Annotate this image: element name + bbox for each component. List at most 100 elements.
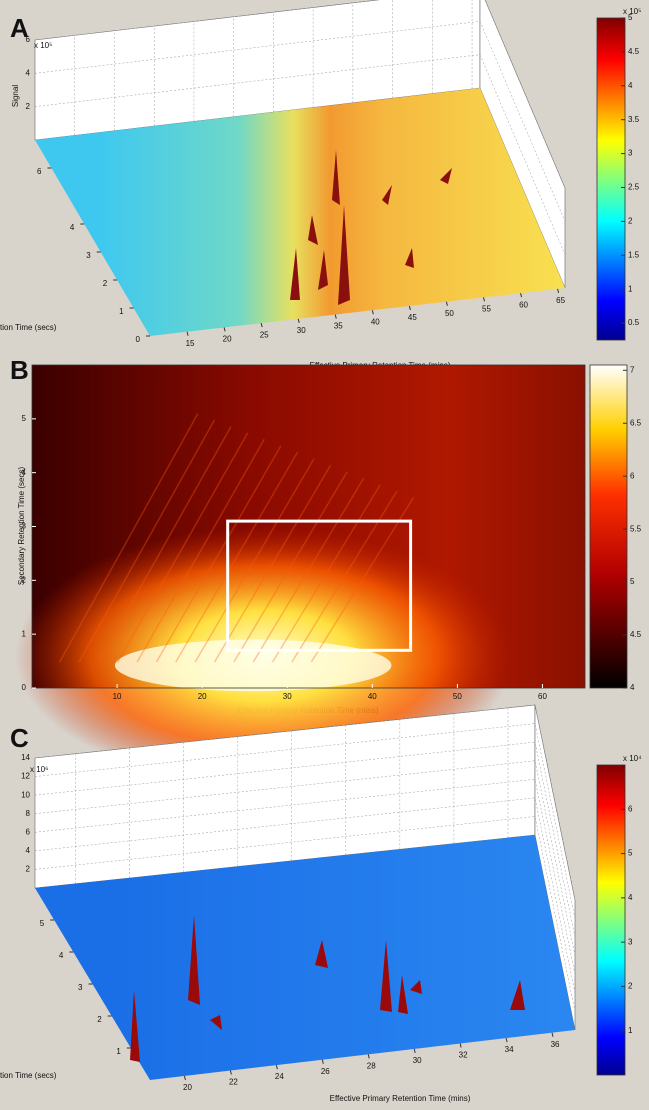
z-tick-label: 2: [26, 865, 31, 874]
colorbar-tick-label: 4.5: [628, 47, 640, 56]
x-tick-label: 55: [482, 305, 491, 314]
colorbar-tick-label: 5.5: [630, 524, 642, 533]
x-tick-label: 60: [519, 300, 528, 309]
y-tick-label: 4: [59, 951, 64, 960]
colorbar-tick-label: 6.5: [630, 418, 642, 427]
x-tick: [371, 310, 374, 315]
y-tick-label: 6: [37, 167, 42, 176]
y-tick-label: 1: [22, 629, 27, 638]
peak: [380, 940, 392, 1012]
peak: [315, 940, 328, 968]
panel-label: A: [10, 13, 29, 43]
x-tick-label: 20: [198, 692, 207, 701]
x-tick: [260, 323, 263, 328]
x-tick: [367, 1054, 370, 1059]
streak: [117, 432, 249, 663]
z-multiplier: x 10⁵: [34, 41, 52, 50]
x-tick: [334, 314, 337, 319]
y-tick-label: 5: [40, 919, 45, 928]
x-tick: [459, 1043, 462, 1048]
x-tick-label: 35: [334, 322, 343, 331]
z-axis-label: Signal: [11, 85, 20, 107]
panel-label: B: [10, 355, 29, 385]
colorbar-tick-label: 1: [628, 1026, 633, 1035]
x-tick-label: 30: [283, 692, 292, 701]
colorbar-tick-label: 2: [628, 982, 633, 991]
peak: [410, 980, 422, 994]
colorbar-tick-label: 6: [630, 471, 635, 480]
streak: [58, 413, 199, 663]
colorbar: [596, 17, 626, 341]
colorbar-tick-label: 3.5: [628, 115, 640, 124]
y-tick-label: 2: [97, 1015, 102, 1024]
y-tick-label: 1: [116, 1047, 121, 1056]
z-tick-label: 8: [26, 809, 31, 818]
y-tick-label: 2: [103, 279, 108, 288]
colorbar-multiplier: x 10⁴: [623, 754, 642, 763]
colorbar-tick-label: 4: [628, 893, 633, 902]
x-tick-label: 15: [186, 339, 195, 348]
streak: [97, 426, 232, 663]
y-axis-label: tion Time (secs): [0, 1071, 57, 1080]
x-tick: [183, 1075, 186, 1081]
x-tick-label: 32: [459, 1051, 468, 1060]
peak: [440, 168, 452, 184]
panel-label: C: [10, 723, 29, 753]
x-tick: [186, 331, 189, 336]
x-tick-label: 60: [538, 692, 547, 701]
x-tick-label: 45: [408, 313, 417, 322]
colorbar-tick-label: 4: [628, 81, 633, 90]
y-axis-label: Secondary Retention Time (secs): [17, 467, 26, 586]
x-tick-label: 40: [371, 317, 380, 326]
streak: [155, 445, 282, 663]
x-tick-label: 36: [551, 1040, 560, 1049]
x-tick: [445, 301, 448, 306]
colorbar-tick-label: 2.5: [628, 183, 640, 192]
colorbar-tick-label: 6: [628, 804, 633, 813]
x-tick-label: 20: [183, 1083, 192, 1092]
z-grid-line: [34, 21, 566, 222]
colorbar-tick-label: 7: [630, 365, 635, 374]
surface: [35, 835, 575, 1080]
peak: [382, 185, 392, 205]
peak: [332, 150, 340, 205]
colorbar-tick-label: 1.5: [628, 250, 640, 259]
x-tick-label: 22: [229, 1078, 238, 1087]
y-tick-label: 3: [86, 251, 91, 260]
x-tick: [229, 1070, 232, 1075]
colorbar-multiplier: x 10⁵: [623, 7, 641, 16]
x-tick-label: 40: [368, 692, 377, 701]
x-tick: [520, 293, 523, 298]
x-tick-label: 34: [505, 1045, 514, 1054]
surface: [35, 88, 565, 336]
z-tick-label: 6: [26, 35, 31, 44]
peak: [398, 975, 408, 1014]
x-tick: [557, 288, 560, 293]
colorbar-tick-label: 4: [630, 683, 635, 692]
highlight-box: [226, 519, 413, 652]
z-tick-label: 14: [21, 753, 30, 762]
peak: [210, 1015, 222, 1030]
streak: [310, 497, 415, 663]
colorbar-tick-label: 0.5: [628, 318, 640, 327]
y-tick-label: 3: [22, 522, 27, 531]
peak: [130, 990, 140, 1062]
streak: [175, 451, 299, 663]
x-tick: [505, 1037, 508, 1043]
x-tick: [223, 327, 226, 332]
y-tick-label: 0: [22, 683, 27, 692]
x-tick-label: 10: [113, 692, 122, 701]
x-tick-label: 25: [260, 330, 269, 339]
peak: [405, 248, 414, 268]
y-tick-label: 4: [22, 468, 27, 477]
heatmap-glow: [114, 639, 392, 692]
streak: [136, 438, 265, 663]
z-tick-label: 10: [21, 790, 30, 799]
y-tick-label: 5: [22, 414, 27, 423]
x-tick: [551, 1032, 554, 1037]
x-tick: [408, 305, 411, 311]
streak: [194, 458, 315, 663]
x-tick-label: 20: [223, 335, 232, 344]
colorbar-tick-label: 5: [630, 577, 635, 586]
